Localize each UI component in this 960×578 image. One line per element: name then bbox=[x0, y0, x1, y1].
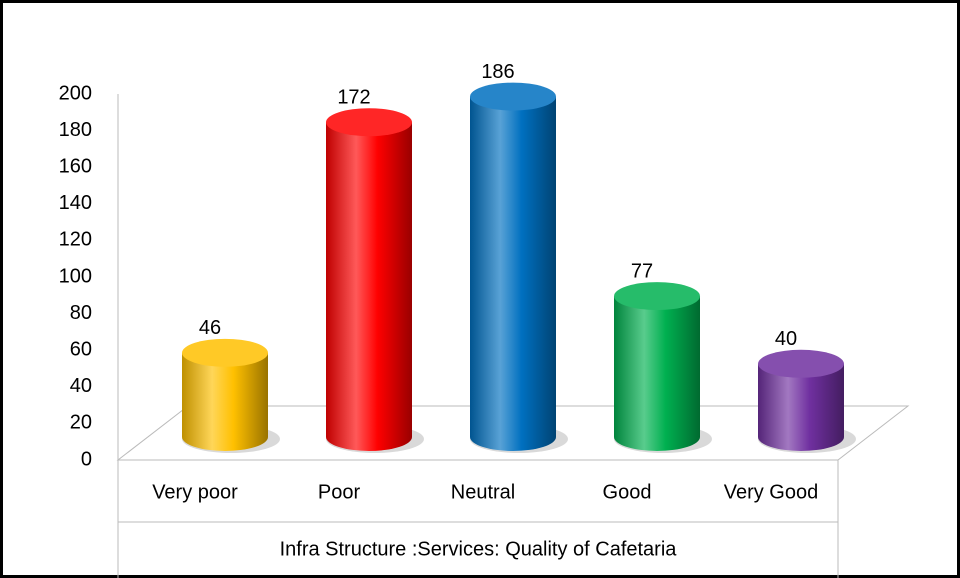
data-label: 172 bbox=[337, 87, 370, 109]
data-label: 46 bbox=[199, 317, 221, 339]
bar bbox=[182, 338, 268, 451]
bar bbox=[758, 349, 844, 451]
bar bbox=[470, 82, 556, 452]
y-tick-label: 20 bbox=[70, 412, 92, 434]
y-tick-label: 100 bbox=[59, 265, 92, 287]
data-label: 77 bbox=[631, 260, 653, 282]
x-tick-label: Poor bbox=[318, 481, 361, 503]
bar bbox=[326, 108, 412, 452]
y-tick-label: 160 bbox=[59, 155, 92, 177]
y-tick-label: 40 bbox=[70, 375, 92, 397]
y-tick-label: 0 bbox=[81, 448, 92, 470]
y-tick-label: 60 bbox=[70, 338, 92, 360]
y-tick-label: 120 bbox=[59, 229, 92, 251]
x-tick-label: Good bbox=[603, 481, 652, 503]
y-tick-label: 200 bbox=[59, 82, 92, 104]
data-label: 40 bbox=[775, 328, 797, 350]
data-label: 186 bbox=[481, 61, 514, 83]
y-tick-label: 140 bbox=[59, 192, 92, 214]
x-axis-title: Infra Structure :Services: Quality of Ca… bbox=[280, 538, 678, 560]
x-tick-label: Neutral bbox=[451, 481, 515, 503]
x-tick-label: Very poor bbox=[152, 481, 238, 503]
bar bbox=[614, 282, 700, 451]
y-tick-label: 180 bbox=[59, 119, 92, 141]
x-tick-label: Very Good bbox=[724, 481, 819, 503]
y-tick-label: 80 bbox=[70, 302, 92, 324]
